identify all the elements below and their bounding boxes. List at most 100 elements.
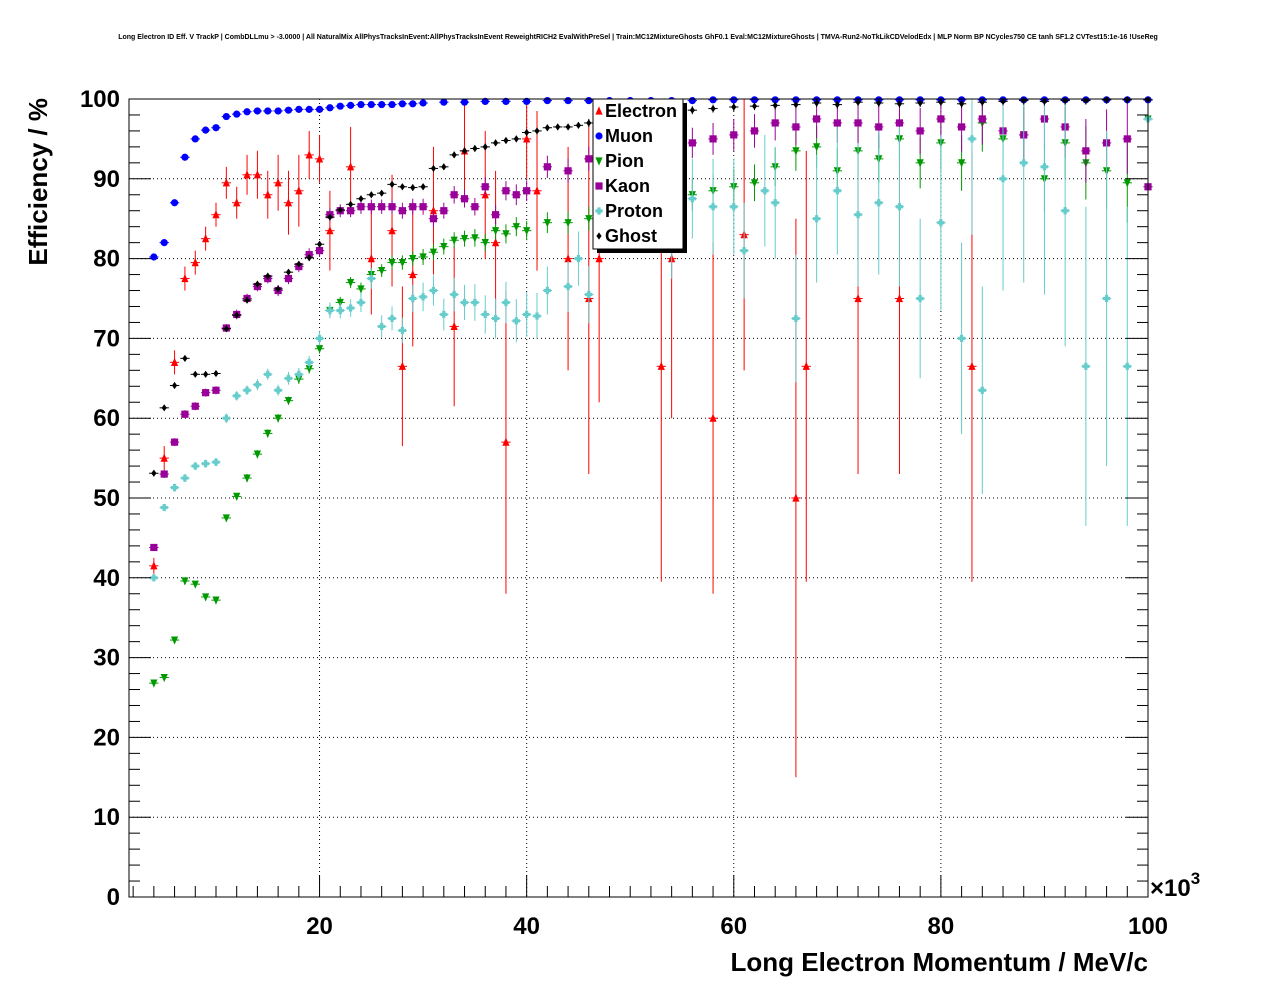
data-point [502,97,510,105]
data-point [399,183,405,191]
data-point [523,134,531,143]
legend-entry-ghost: Ghost [596,226,657,246]
data-point [543,163,551,171]
data-point [771,96,779,104]
data-point [357,298,365,307]
data-point [523,97,531,105]
data-point [419,99,427,107]
data-point [730,203,738,211]
legend-entry-pion: Pion [595,151,644,171]
data-point [389,180,395,188]
data-point [534,127,540,135]
data-point [979,98,985,106]
data-point [264,190,272,199]
data-point [295,186,303,195]
data-point [253,107,262,115]
y-tick-label: 70 [93,325,120,352]
data-point [233,110,241,118]
data-point [564,167,572,175]
data-point [565,123,571,131]
legend-label: Electron [605,101,677,121]
data-point [471,298,479,307]
data-point [347,162,355,171]
data-point [513,135,519,143]
data-point [170,199,179,207]
data-point [357,285,365,294]
data-point [585,155,593,163]
data-point [813,115,821,123]
data-point [595,254,603,263]
data-point [833,119,841,127]
data-point [430,164,437,173]
y-tick-label: 40 [93,565,120,592]
data-point [305,358,313,366]
legend-label: Muon [605,126,653,146]
data-point [305,105,313,113]
data-point [151,469,157,477]
data-point [265,272,271,280]
data-point [502,298,510,307]
data-point [895,293,904,303]
data-point [429,248,438,257]
data-point [814,99,820,107]
legend-box [592,98,684,250]
data-point [481,239,489,248]
data-point [222,414,230,422]
data-point [336,102,344,110]
data-point [481,97,489,105]
data-point [419,293,427,301]
data-point [398,207,406,215]
data-point [367,254,375,263]
data-point [450,236,458,245]
data-point [161,404,167,412]
x-tick-label: 100 [1128,913,1168,940]
data-point [398,258,406,268]
data-point [792,493,800,502]
data-point [957,334,966,342]
data-point [182,354,188,362]
data-point [586,119,592,127]
legend-label: Kaon [605,176,650,196]
data-point [202,126,210,134]
legend-marker [595,182,603,190]
data-point [688,195,696,203]
data-point [491,314,500,323]
data-point [833,96,841,104]
data-point [937,115,945,123]
data-point [160,453,168,462]
data-point [657,361,665,370]
data-point [957,159,966,168]
data-point [160,673,168,683]
data-point [813,215,821,223]
x-tick-label: 40 [513,913,540,940]
data-point [730,96,738,104]
x-multiplier-base: ×10 [1150,875,1191,902]
data-point [688,139,696,147]
data-point [968,361,976,370]
data-point [441,163,447,171]
data-point [181,577,189,586]
data-point [574,255,583,263]
data-point [181,273,189,283]
data-point [203,370,209,378]
data-point [243,386,251,394]
data-point [710,104,716,113]
data-point [471,203,479,211]
data-point [264,370,272,378]
data-point [916,294,924,303]
data-point [555,123,561,131]
data-point [450,191,458,199]
data-point [419,253,427,262]
data-point [191,462,199,470]
data-point [315,105,324,113]
data-point [512,317,520,325]
data-point [367,274,375,283]
data-point [854,211,862,219]
data-point [388,226,396,235]
data-point [523,227,531,236]
data-point [958,100,965,108]
legend-label: Proton [605,201,663,221]
data-point [212,124,220,132]
data-point [222,178,230,187]
data-point [264,107,272,115]
